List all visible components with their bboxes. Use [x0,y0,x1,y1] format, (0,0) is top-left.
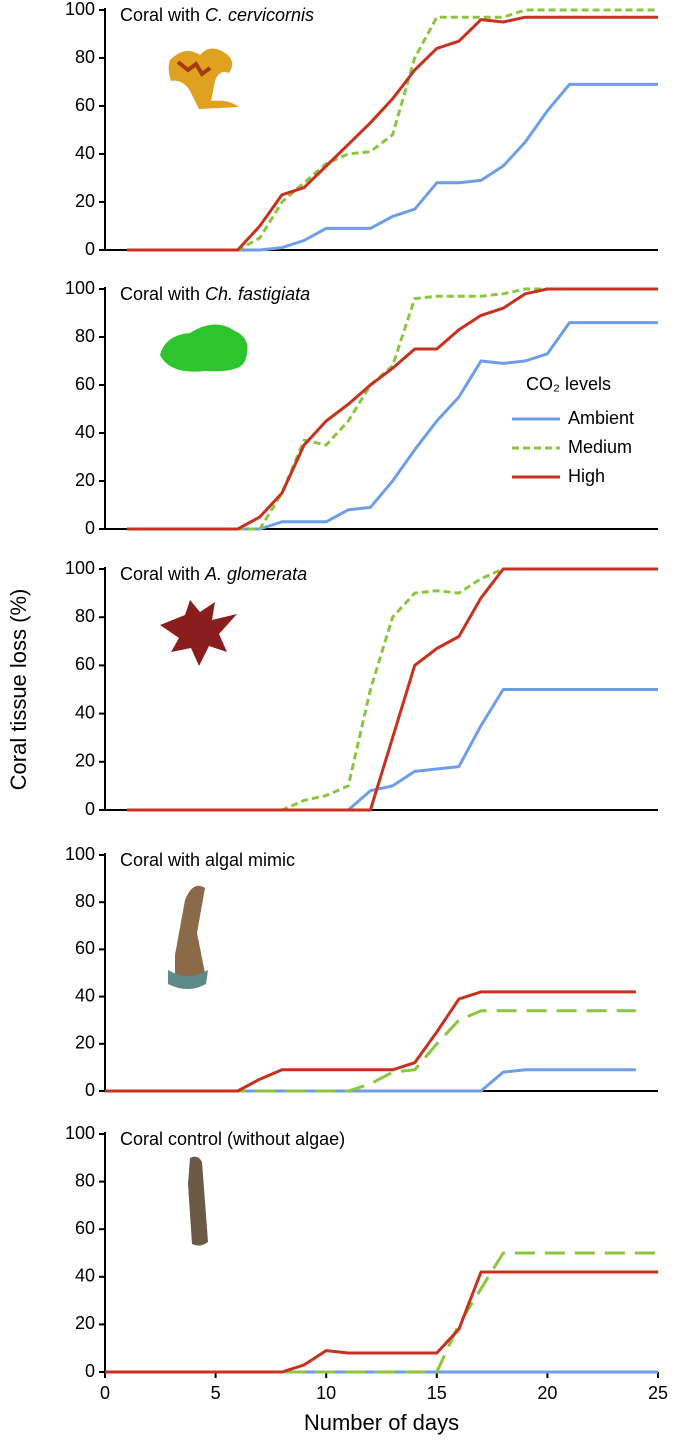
coral-image-control [188,1156,208,1246]
panel-title-part: C. cervicornis [205,5,314,25]
y-tick-label: 0 [85,239,95,259]
legend-label: Medium [568,437,632,457]
x-tick-label: 10 [316,1383,336,1403]
y-tick-label: 80 [75,326,95,346]
series-line [105,1009,636,1093]
y-tick-label: 60 [75,938,95,958]
y-tick-label: 20 [75,751,95,771]
y-tick-label: 60 [75,1218,95,1238]
coral-image-glomerata [160,600,237,666]
series-line [127,8,658,252]
y-tick-label: 80 [75,606,95,626]
series-line [127,688,658,812]
coral-image-mimic [175,885,205,983]
panel-title: Coral control (without algae) [120,1129,345,1149]
y-tick-label: 100 [65,1123,95,1143]
panel-title-part: Coral with [120,564,200,584]
y-tick-label: 0 [85,799,95,819]
coral-image-cervicornis [168,48,239,109]
coral-image-mimic-base [168,970,208,989]
panel-title: Coral with C. cervicornis [120,5,314,25]
y-tick-label: 40 [75,985,95,1005]
panel-title: Coral with Ch. fastigiata [120,284,310,304]
y-tick-label: 100 [65,844,95,864]
y-tick-label: 20 [75,191,95,211]
x-axis-label: Number of days [304,1410,459,1435]
series-line [127,567,658,812]
x-tick-label: 5 [211,1383,221,1403]
panel-title-part: Coral with algal mimic [120,850,295,870]
series-line [105,990,636,1093]
coral-image-detail [176,60,212,77]
panel-title-part: A. glomerata [204,564,307,584]
y-tick-label: 80 [75,1170,95,1190]
y-tick-label: 80 [75,891,95,911]
x-tick-label: 15 [427,1383,447,1403]
x-tick-label: 25 [648,1383,668,1403]
panel-title: Coral with A. glomerata [120,564,307,584]
y-tick-label: 20 [75,470,95,490]
y-tick-label: 60 [75,374,95,394]
y-tick-label: 20 [75,1033,95,1053]
series-line [127,15,658,252]
y-tick-label: 0 [85,1361,95,1381]
series-line [105,1068,636,1093]
y-axis-label: Coral tissue loss (%) [6,589,31,791]
y-tick-label: 80 [75,47,95,67]
series-line [127,287,658,531]
coral-image-fastigiata [160,324,248,372]
legend-label: Ambient [568,408,634,428]
y-tick-label: 0 [85,518,95,538]
legend-title: CO₂ levels [526,374,611,394]
y-tick-label: 60 [75,95,95,115]
panel-title-part: Ch. fastigiata [205,284,310,304]
panel-title-part: Coral control (without algae) [120,1129,345,1149]
y-tick-label: 40 [75,1266,95,1286]
y-tick-label: 100 [65,0,95,19]
panel-title-part: Coral with [120,5,200,25]
panel-title: Coral with algal mimic [120,850,295,870]
y-tick-label: 60 [75,654,95,674]
legend-label: High [568,466,605,486]
y-tick-label: 40 [75,143,95,163]
panel-title-part: Coral with [120,284,200,304]
y-tick-label: 100 [65,278,95,298]
y-tick-label: 0 [85,1080,95,1100]
series-line [105,1270,658,1374]
y-tick-label: 20 [75,1313,95,1333]
x-tick-label: 20 [537,1383,557,1403]
y-tick-label: 100 [65,558,95,578]
y-tick-label: 40 [75,422,95,442]
x-tick-label: 0 [100,1383,110,1403]
y-tick-label: 40 [75,702,95,722]
coral-image [160,48,248,1246]
series-line [127,82,658,252]
